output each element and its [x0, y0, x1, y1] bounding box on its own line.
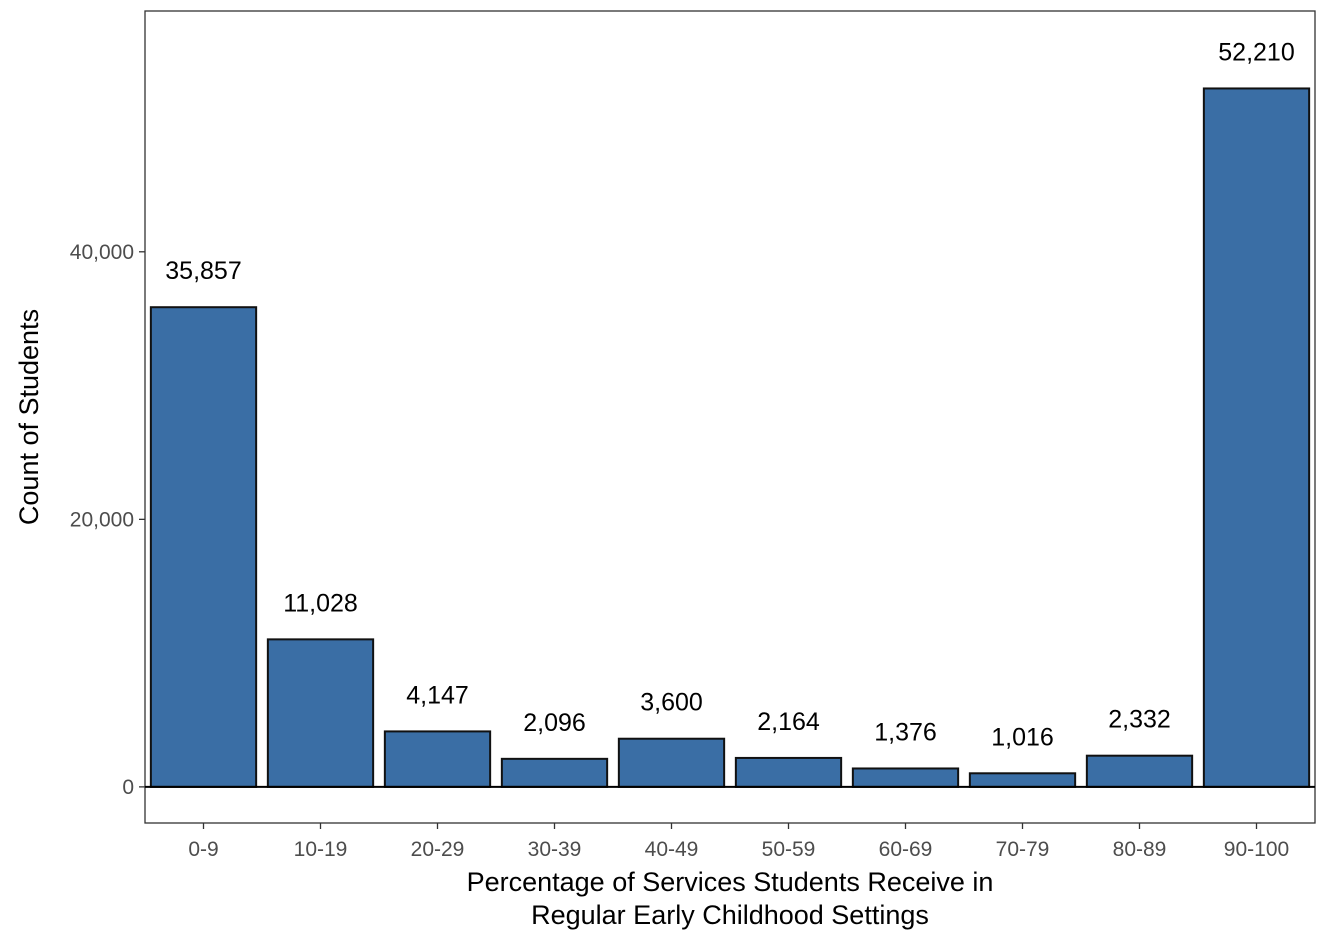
bar-30-39 [500, 757, 609, 788]
x-tick-label-30-39: 30-39 [528, 838, 582, 861]
x-tick-label-50-59: 50-59 [762, 838, 816, 861]
x-axis-title-line-2: Regular Early Childhood Settings [531, 900, 929, 930]
y-tick-label-40,000: 40,000 [70, 241, 134, 264]
data-label-80-89: 2,332 [1108, 706, 1171, 734]
y-tick-label-0: 0 [122, 776, 134, 799]
x-tick-label-70-79: 70-79 [996, 838, 1050, 861]
bar-40-49 [617, 737, 726, 788]
y-axis: 0 20,000 40,000 [70, 241, 145, 799]
bar-80-89 [1085, 754, 1194, 788]
data-labels-group: 35,857 11,028 4,147 2,096 3,600 2,164 1,376 1,0… [165, 38, 1294, 751]
data-label-30-39: 2,096 [523, 709, 586, 737]
x-tick-label-10-19: 10-19 [294, 838, 348, 861]
bar-20-29 [383, 730, 492, 788]
bar-70-79 [968, 772, 1077, 788]
data-label-60-69: 1,376 [874, 718, 937, 746]
bar-50-59 [734, 756, 843, 788]
data-label-50-59: 2,164 [757, 708, 820, 736]
x-tick-label-90-100: 90-100 [1224, 838, 1289, 861]
x-tick-label-0-9: 0-9 [188, 838, 218, 861]
bars-group [149, 87, 1311, 788]
bar-60-69 [851, 767, 960, 788]
data-label-20-29: 4,147 [406, 681, 469, 709]
x-tick-label-60-69: 60-69 [879, 838, 933, 861]
data-label-0-9: 35,857 [165, 257, 241, 285]
y-axis-title: Count of Students [14, 309, 44, 525]
x-tick-label-80-89: 80-89 [1113, 838, 1167, 861]
x-axis: 0-9 10-19 20-29 30-39 40-49 50-59 60-69 70-79 80… [188, 823, 1289, 861]
x-tick-label-20-29: 20-29 [411, 838, 465, 861]
data-label-90-100: 52,210 [1218, 38, 1294, 66]
data-label-70-79: 1,016 [991, 723, 1054, 751]
bar-10-19 [266, 638, 375, 788]
data-label-40-49: 3,600 [640, 689, 703, 717]
data-label-10-19: 11,028 [283, 589, 358, 617]
x-axis-title-line-1: Percentage of Services Students Receive … [467, 867, 994, 897]
bar-90-100 [1202, 87, 1311, 788]
x-tick-label-40-49: 40-49 [645, 838, 699, 861]
bar-0-9 [149, 306, 258, 788]
y-tick-label-20,000: 20,000 [70, 508, 134, 531]
